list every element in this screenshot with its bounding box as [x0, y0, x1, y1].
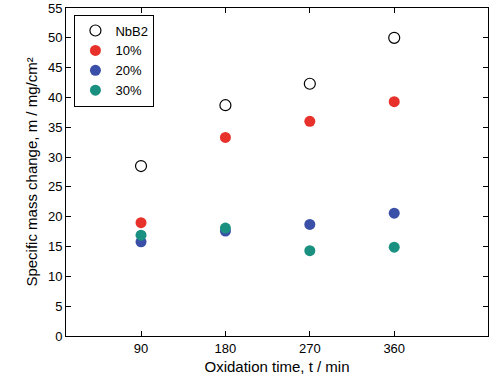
svg-text:Specific mass change, m / mg/c: Specific mass change, m / mg/cm² [23, 57, 40, 286]
svg-text:50: 50 [48, 30, 62, 45]
svg-text:35: 35 [48, 120, 62, 135]
svg-text:Oxidation time, t / min: Oxidation time, t / min [204, 358, 349, 375]
svg-text:55: 55 [48, 1, 62, 16]
svg-text:360: 360 [383, 341, 405, 356]
svg-text:25: 25 [48, 179, 62, 194]
svg-text:20: 20 [48, 209, 62, 224]
svg-text:10%: 10% [115, 43, 141, 58]
svg-text:45: 45 [48, 60, 62, 75]
svg-text:30: 30 [48, 150, 62, 165]
svg-text:0: 0 [55, 329, 62, 344]
svg-text:20%: 20% [115, 63, 141, 78]
svg-text:NbB2: NbB2 [115, 24, 148, 39]
svg-text:90: 90 [134, 341, 148, 356]
svg-text:270: 270 [299, 341, 321, 356]
svg-text:180: 180 [215, 341, 237, 356]
svg-text:5: 5 [55, 299, 62, 314]
svg-text:30%: 30% [115, 83, 141, 98]
svg-text:10: 10 [48, 269, 62, 284]
svg-text:40: 40 [48, 90, 62, 105]
svg-text:15: 15 [48, 239, 62, 254]
